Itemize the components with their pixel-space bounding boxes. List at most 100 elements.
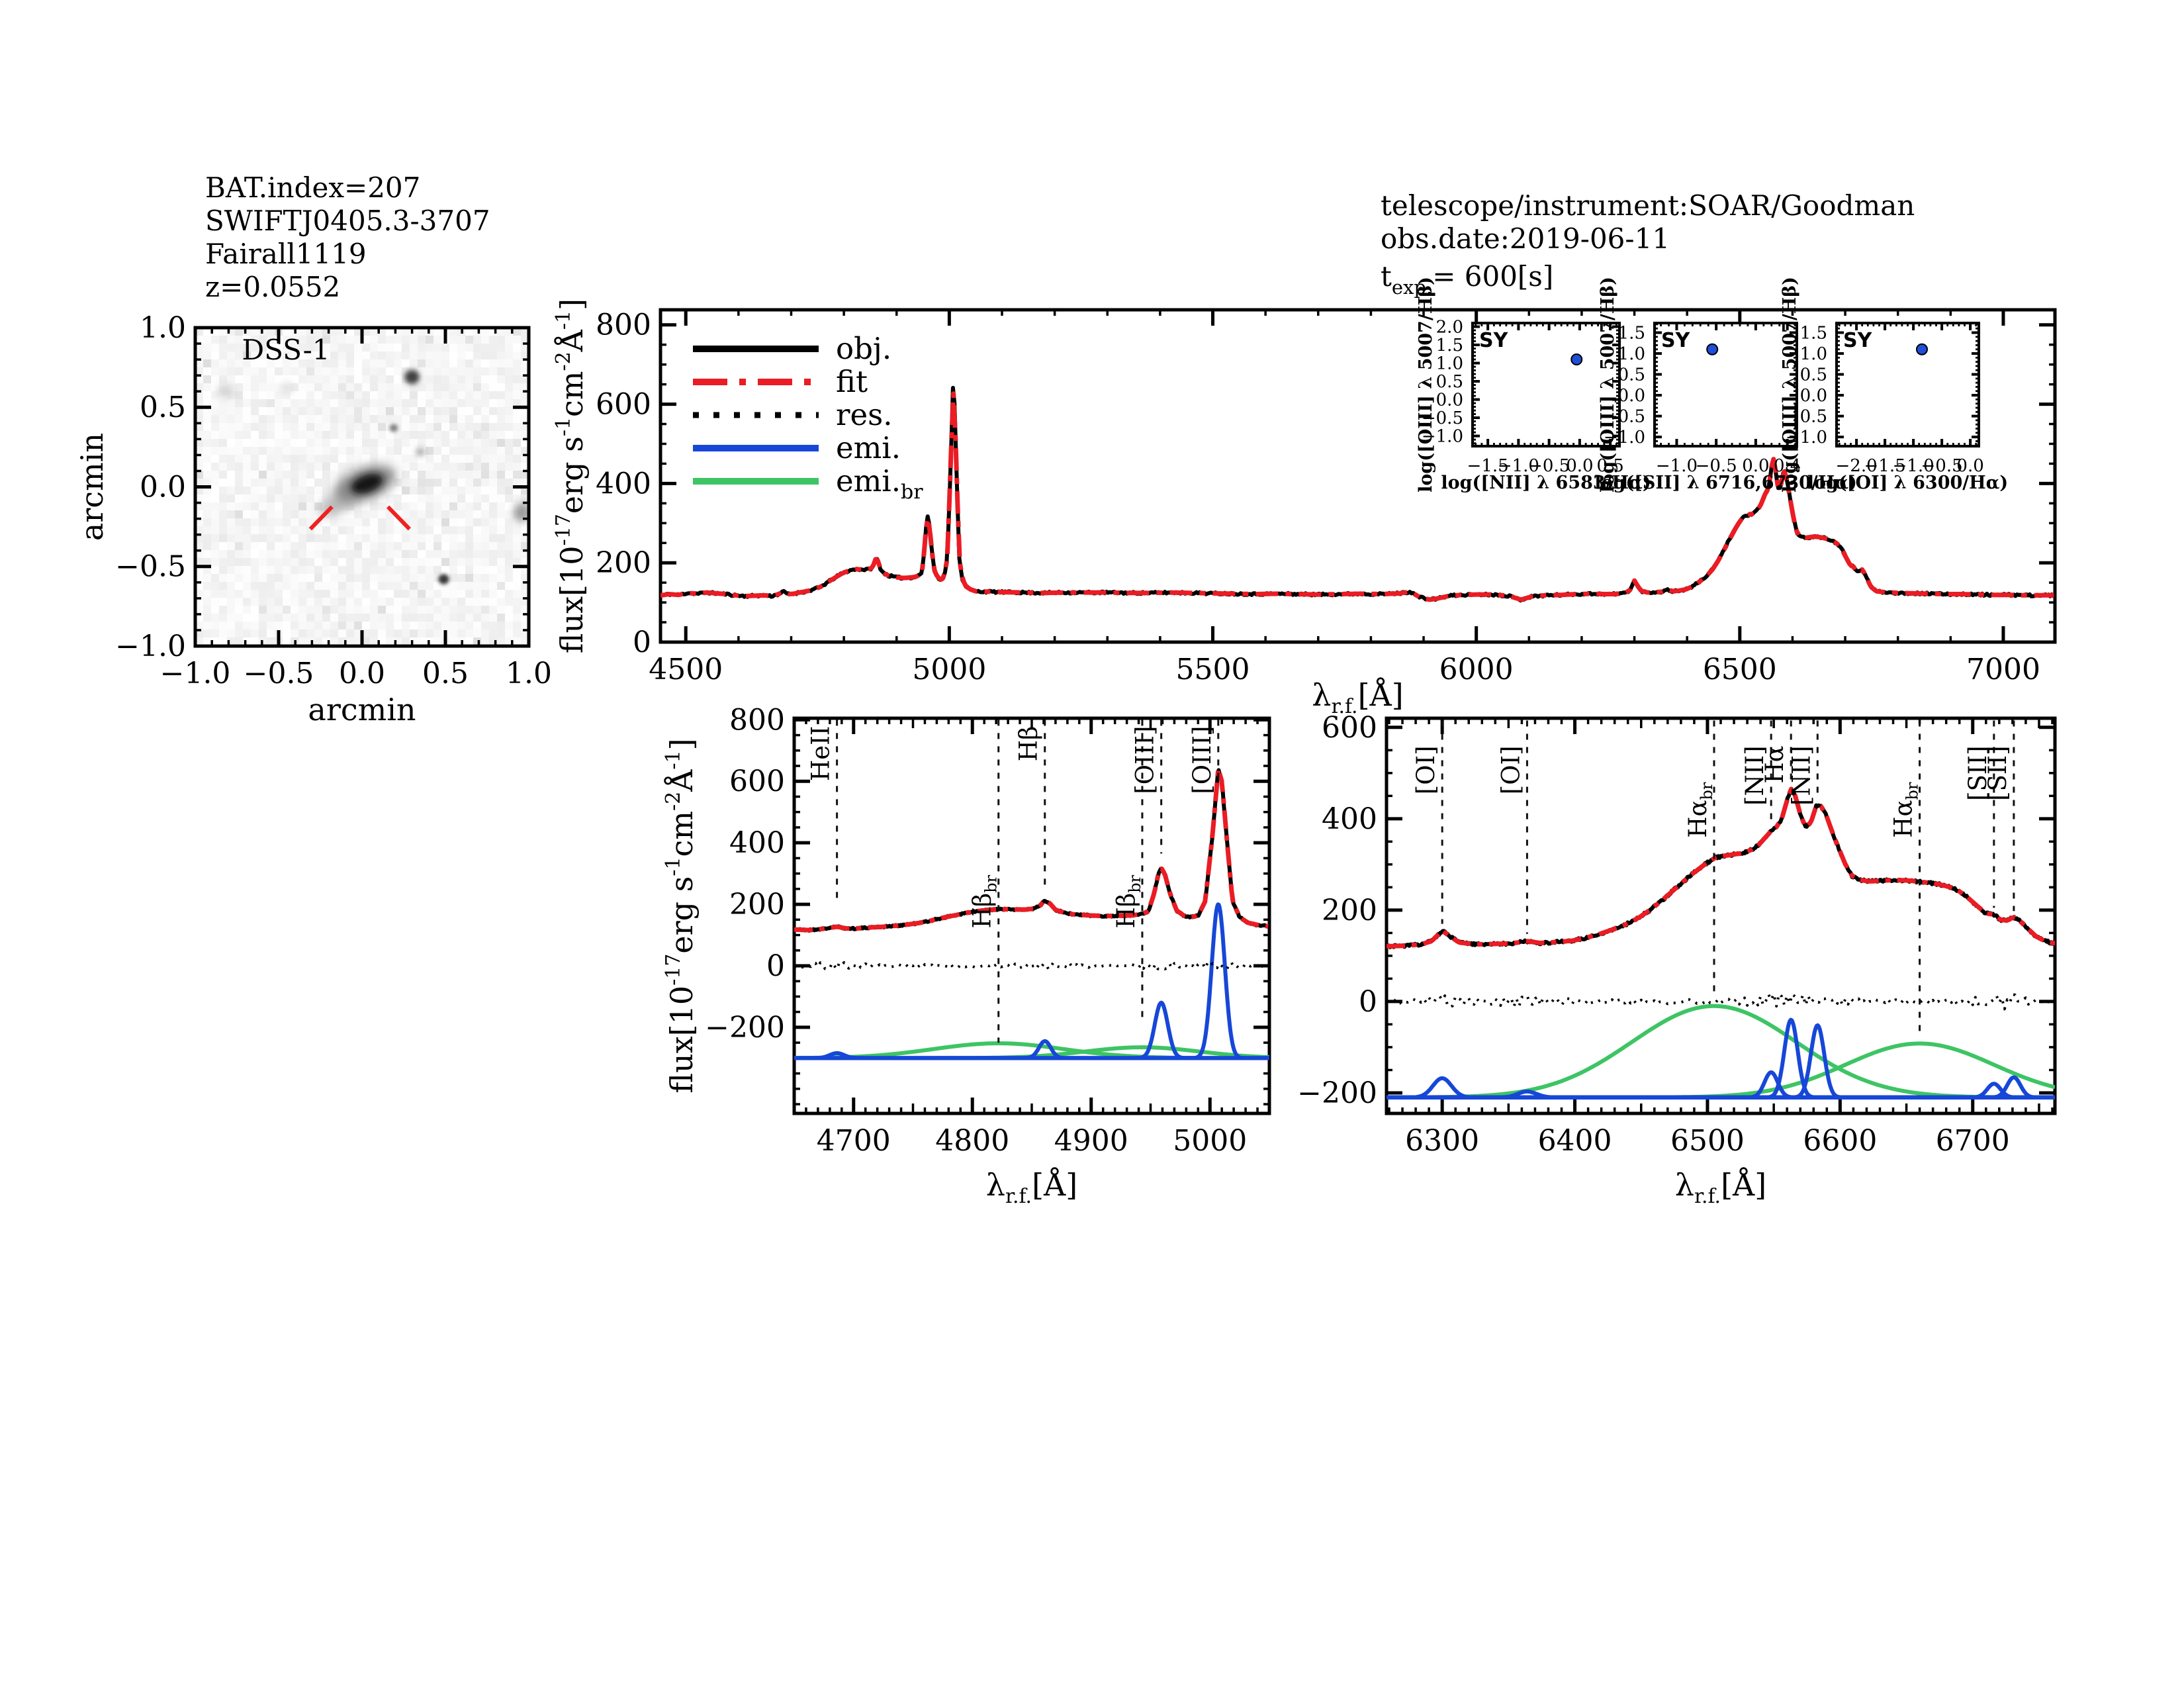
- sy-classification-label: SY: [1661, 329, 1691, 352]
- obs-date-text: obs.date:2019-06-11: [1381, 222, 1670, 255]
- y-tick-label: 0.0: [1800, 386, 1827, 406]
- y-tick-label: 400: [1322, 802, 1377, 836]
- x-tick-label: −0.5: [1696, 456, 1737, 476]
- y-tick-label: 0.5: [1436, 372, 1463, 392]
- x-tick-label: 6400: [1538, 1124, 1612, 1158]
- dss-source: [216, 385, 234, 398]
- line-marker-label: HeII: [807, 726, 835, 781]
- x-tick-label: −1.0: [1498, 456, 1539, 476]
- dss-target-marker: [308, 505, 334, 531]
- y-tick-label: −200: [705, 1011, 785, 1045]
- series-group: [1387, 786, 2055, 1100]
- series-obj: [1387, 787, 2055, 949]
- line-marker-label: [SII]: [1983, 745, 2012, 800]
- swift-id-text: SWIFTJ0405.3-3707: [205, 205, 490, 237]
- sy-classification-label: SY: [1479, 329, 1509, 352]
- y-axis-label: log([OIII] λ 5007/Hβ): [1598, 277, 1618, 492]
- line-marker-label: Hα: [1760, 745, 1789, 783]
- dss-source: [438, 574, 449, 585]
- y-tick-label: 800: [596, 308, 651, 342]
- y-tick-label: −1.0: [115, 630, 186, 663]
- broad-component: [1387, 1004, 2055, 1100]
- x-tick-label: 0.5: [422, 657, 469, 690]
- y-axis-label: log([OIII] λ 5007/Hβ): [1780, 277, 1800, 492]
- halpha-zoom-panel: 6300 6400 6500 6600 6700 −200 0 200 400 600 λr.f.[…: [1297, 711, 2057, 1208]
- dss-survey-label: DSS-1: [242, 334, 330, 366]
- x-axis-label: arcmin: [308, 692, 416, 727]
- x-tick-label: 0.0: [339, 657, 385, 690]
- y-tick-label: 400: [729, 826, 785, 860]
- x-tick-label: 0.0: [1566, 456, 1593, 476]
- line-marker-label: [SII]: [1964, 745, 1992, 800]
- y-tick-label: 600: [1322, 711, 1377, 745]
- line-marker-label: Hβ: [1015, 726, 1043, 762]
- redshift-text: z=0.0552: [205, 271, 340, 303]
- dss-source: [389, 424, 398, 432]
- y-tick-label: 1.0: [1436, 353, 1463, 373]
- x-tick-label: −2.0: [1836, 456, 1878, 476]
- line-marker-label: Hβbr: [968, 874, 1001, 928]
- y-tick-label: −200: [1297, 1076, 1377, 1110]
- bpt-object-point: [1916, 343, 1928, 355]
- emission-component: [794, 902, 1269, 1060]
- y-tick-label: 200: [729, 888, 785, 921]
- x-tick-label: 5000: [1173, 1124, 1247, 1158]
- line-marker-label: [OI]: [1412, 745, 1440, 794]
- x-tick-label: 0.5: [1596, 456, 1623, 476]
- legend-label: emi.br: [836, 463, 923, 504]
- x-axis-label: log([NII] λ 6583/Hα): [1441, 473, 1651, 493]
- x-tick-label: −0.5: [244, 657, 314, 690]
- series-fit: [660, 391, 2054, 602]
- x-tick-label: −1.0: [1893, 456, 1934, 476]
- x-tick-label: −1.0: [160, 657, 231, 690]
- exposure-time-text: texp.= 600[s]: [1381, 260, 1553, 299]
- x-tick-label: 0.4: [1774, 456, 1801, 476]
- y-tick-label: −1.0: [1422, 426, 1463, 446]
- x-tick-label: −1.0: [1656, 456, 1698, 476]
- legend-label: emi.: [836, 430, 901, 465]
- bat-index-text: BAT.index=207: [205, 171, 420, 204]
- x-tick-label: 0.0: [1956, 456, 1983, 476]
- y-tick-label: 0.5: [1618, 365, 1645, 385]
- y-tick-label: 600: [596, 388, 651, 422]
- y-tick-label: 200: [1322, 894, 1377, 927]
- x-tick-label: 4800: [935, 1124, 1009, 1158]
- dss-source: [280, 383, 294, 393]
- axis-box: [1653, 322, 1798, 447]
- x-tick-label: 6500: [1703, 653, 1777, 686]
- x-tick-label: 6000: [1439, 653, 1514, 686]
- line-marker-label: [NII]: [1787, 745, 1815, 805]
- x-tick-label: −1.5: [1467, 456, 1509, 476]
- legend-label: res.: [836, 397, 893, 432]
- bpt-object-point: [1706, 343, 1719, 355]
- x-tick-label: 7000: [1966, 653, 2040, 686]
- y-axis-label: log([OIII] λ 5007/Hβ): [1416, 277, 1436, 492]
- bpt-object-point: [1570, 353, 1583, 366]
- emission-component: [1387, 1075, 2055, 1100]
- x-tick-label: 1.0: [506, 657, 552, 690]
- x-tick-label: 0.0: [1742, 456, 1769, 476]
- hbeta-zoom-panel: 4700 4800 4900 5000 −200 0 200 400 600 800 λr.f.[Å…: [662, 703, 1271, 1208]
- y-tick-label: 400: [596, 467, 651, 500]
- y-tick-label: 1.0: [1800, 344, 1827, 364]
- telescope-text: telescope/instrument:SOAR/Goodman: [1381, 189, 1915, 222]
- x-tick-label: 6700: [1936, 1124, 2010, 1158]
- x-tick-label: 4700: [817, 1124, 891, 1158]
- x-axis-label: log([SII] λ 6716,6730/Hα): [1594, 473, 1857, 493]
- dss-target-marker: [386, 505, 411, 531]
- y-tick-label: 1.0: [1618, 344, 1645, 364]
- series-fit: [794, 767, 1269, 933]
- y-tick-label: 200: [596, 546, 651, 580]
- series-group: [794, 767, 1269, 1060]
- legend-label: obj.: [836, 331, 891, 366]
- main-spectrum-panel: 4500 5000 5500 6000 6500 7000 0 200 400 600 800 λr.…: [552, 299, 2057, 718]
- y-axis-label: arcmin: [74, 433, 110, 541]
- dss-source: [404, 369, 420, 385]
- y-tick-label: 0: [766, 949, 785, 983]
- y-tick-label: −0.5: [1604, 406, 1645, 426]
- target-info-block: BAT.index=207 SWIFTJ0405.3-3707 Fairall1…: [205, 171, 490, 303]
- legend-label: fit: [836, 364, 868, 399]
- x-tick-label: −0.5: [1528, 456, 1570, 476]
- series-res: [794, 961, 1269, 971]
